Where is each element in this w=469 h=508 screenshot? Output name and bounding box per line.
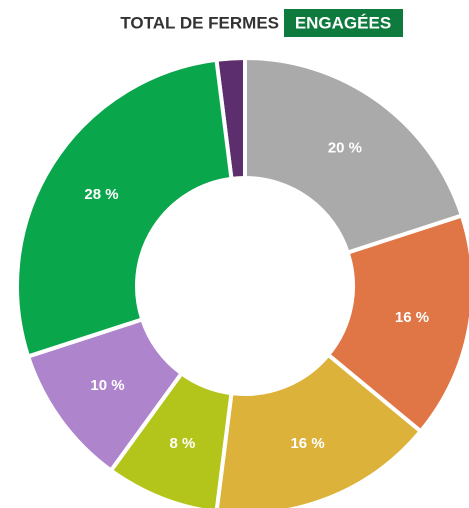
donut-segment — [243, 55, 465, 256]
donut-segment — [214, 352, 424, 508]
chart-title-highlight: ENGAGÉES — [295, 13, 391, 32]
data-label: 20 % — [328, 139, 362, 156]
chart-title: TOTAL DE FERMES — [120, 13, 279, 32]
title-highlight-box — [284, 9, 403, 37]
data-label: 28 % — [84, 186, 118, 203]
donut-segment — [15, 57, 234, 359]
data-label: 16 % — [395, 309, 429, 326]
data-label: 10 % — [90, 377, 124, 394]
data-label: 16 % — [290, 435, 324, 452]
data-label: 8 % — [169, 435, 195, 452]
donut-segment — [325, 213, 469, 435]
